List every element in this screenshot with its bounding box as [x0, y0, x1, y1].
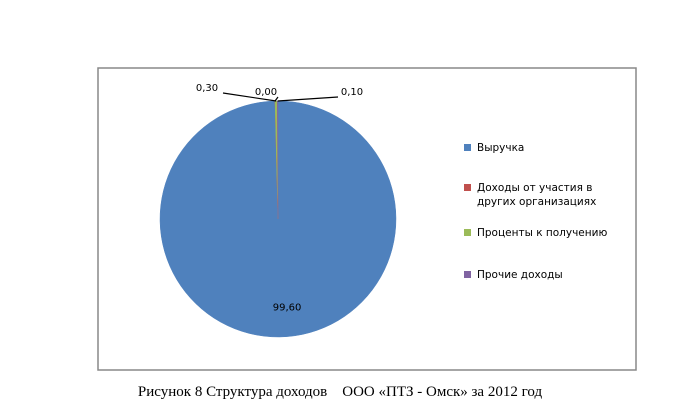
- legend-item: Выручка: [464, 141, 624, 155]
- legend-item: Доходы от участия в других организациях: [464, 181, 624, 209]
- data-label: 0,30: [196, 83, 218, 94]
- legend-label: Выручка: [477, 142, 525, 154]
- legend-label: Прочие доходы: [477, 269, 563, 281]
- legend-label: Доходы от участия в других организациях: [477, 182, 597, 208]
- data-label: 0,10: [341, 87, 363, 98]
- legend-swatch: [464, 271, 471, 278]
- legend-item: Проценты к получению: [464, 226, 624, 240]
- legend-swatch: [464, 144, 471, 151]
- legend-item: Прочие доходы: [464, 268, 624, 282]
- legend-label: Проценты к получению: [477, 227, 608, 239]
- leader-line: [222, 92, 277, 102]
- legend-swatch: [464, 184, 471, 191]
- leader-line: [277, 96, 339, 102]
- data-label: 99,60: [273, 302, 302, 313]
- caption: Рисунок 8 Структура доходов ООО «ПТЗ - О…: [137, 384, 543, 400]
- data-label: 0,00: [255, 87, 277, 98]
- legend-swatch: [464, 229, 471, 236]
